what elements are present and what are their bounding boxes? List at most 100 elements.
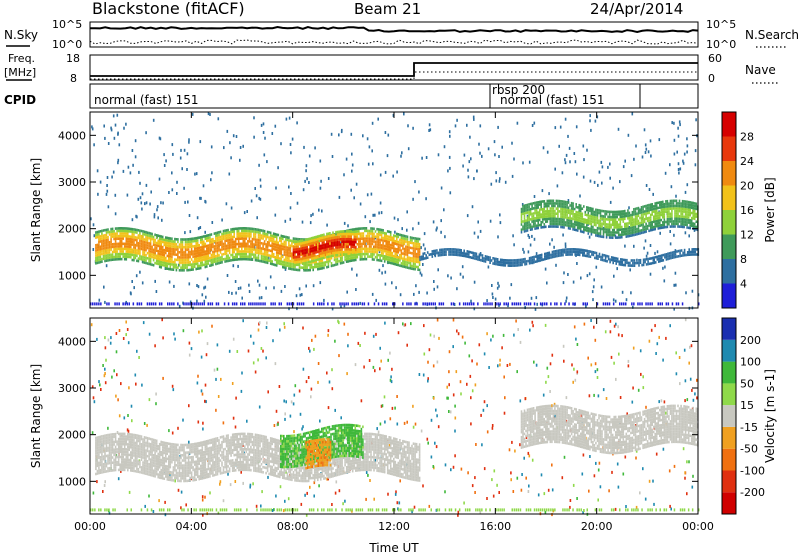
band-cell — [250, 247, 252, 251]
band-cell — [298, 239, 301, 243]
band-cell — [120, 250, 123, 253]
scatter-cell — [652, 192, 654, 196]
band-cell — [652, 210, 655, 213]
scatter-cell — [145, 183, 148, 187]
band-cell — [315, 265, 318, 269]
band-cell — [406, 243, 409, 246]
scatter-cell — [467, 175, 470, 179]
band-cell — [265, 245, 267, 249]
band-cell — [143, 256, 146, 259]
band-cell — [633, 233, 635, 237]
band-cell — [260, 260, 263, 263]
band-cell — [96, 246, 99, 249]
band-cell — [312, 254, 314, 258]
band-cell — [120, 242, 123, 245]
band-cell — [584, 210, 587, 214]
band-cell — [640, 213, 643, 217]
band-cell — [624, 263, 627, 267]
band-cell — [675, 202, 678, 205]
band-cell — [555, 202, 558, 205]
band-cell — [552, 209, 555, 213]
band-cell — [415, 252, 418, 256]
band-cell — [548, 209, 550, 213]
band-cell — [301, 244, 304, 247]
band-cell — [590, 225, 593, 228]
band-cell — [532, 219, 535, 223]
band-cell — [668, 217, 670, 221]
band-cell — [294, 248, 296, 251]
band-cell — [307, 268, 310, 272]
band-cell — [596, 216, 599, 220]
scatter-cell — [567, 134, 569, 138]
band-cell — [275, 235, 278, 239]
band-cell — [434, 254, 437, 258]
band-cell — [222, 258, 225, 261]
band-cell — [539, 254, 541, 257]
band-cell — [350, 259, 352, 262]
band-cell — [525, 229, 527, 233]
band-cell — [275, 233, 278, 236]
band-cell — [439, 251, 441, 254]
band-cell — [256, 251, 258, 254]
scatter-cell — [309, 221, 312, 225]
band-cell — [394, 263, 397, 266]
band-cell — [285, 264, 287, 267]
band-cell — [683, 200, 685, 203]
band-cell — [298, 255, 301, 258]
band-cell — [245, 245, 248, 248]
band-cell — [531, 215, 533, 218]
band-cell — [192, 268, 194, 271]
band-cell — [151, 250, 153, 254]
band-cell — [158, 252, 161, 256]
band-cell — [563, 218, 565, 221]
band-cell — [193, 237, 196, 240]
band-cell — [651, 220, 653, 224]
band-cell — [336, 241, 339, 244]
band-cell — [409, 241, 412, 244]
band-cell — [154, 256, 156, 260]
band-cell — [458, 251, 461, 254]
band-cell — [414, 239, 416, 243]
band-cell — [364, 247, 366, 251]
band-cell — [183, 266, 185, 270]
band-cell — [277, 254, 280, 257]
band-cell — [541, 200, 544, 203]
band-cell — [136, 231, 138, 234]
band-cell — [539, 256, 541, 260]
scatter-cell — [366, 137, 369, 141]
band-cell — [184, 253, 187, 257]
band-cell — [330, 247, 333, 250]
band-cell — [654, 215, 656, 218]
band-cell — [133, 258, 135, 262]
band-cell — [181, 269, 184, 272]
band-cell — [163, 256, 166, 260]
band-cell — [696, 253, 698, 256]
band-cell — [576, 213, 579, 217]
band-cell — [383, 231, 386, 235]
scatter-cell — [288, 116, 291, 120]
band-cell — [692, 217, 694, 220]
band-cell — [210, 238, 213, 241]
band-cell — [603, 259, 605, 262]
band-cell — [574, 248, 576, 251]
scatter-cell — [301, 220, 304, 224]
band-cell — [272, 263, 275, 266]
band-cell — [368, 229, 371, 233]
band-cell — [578, 221, 580, 225]
band-cell — [617, 233, 620, 237]
band-cell — [640, 231, 643, 235]
band-cell — [300, 244, 302, 248]
band-cell — [472, 251, 475, 255]
band-cell — [493, 259, 496, 263]
band-cell — [621, 215, 623, 218]
band-cell — [668, 207, 670, 211]
band-cell — [637, 224, 640, 228]
band-cell — [602, 215, 605, 218]
scatter-cell — [498, 155, 500, 158]
band-cell — [338, 235, 340, 239]
band-cell — [611, 210, 614, 214]
band-cell — [263, 255, 266, 259]
band-cell — [403, 263, 406, 266]
band-cell — [525, 262, 528, 266]
band-cell — [251, 258, 254, 261]
